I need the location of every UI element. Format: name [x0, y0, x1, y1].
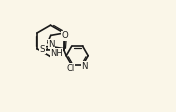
Text: NH: NH — [50, 49, 63, 58]
Text: Cl: Cl — [67, 64, 75, 73]
Text: O: O — [61, 31, 68, 40]
Text: N: N — [48, 40, 55, 49]
Text: N: N — [81, 62, 88, 71]
Text: S: S — [40, 45, 45, 54]
